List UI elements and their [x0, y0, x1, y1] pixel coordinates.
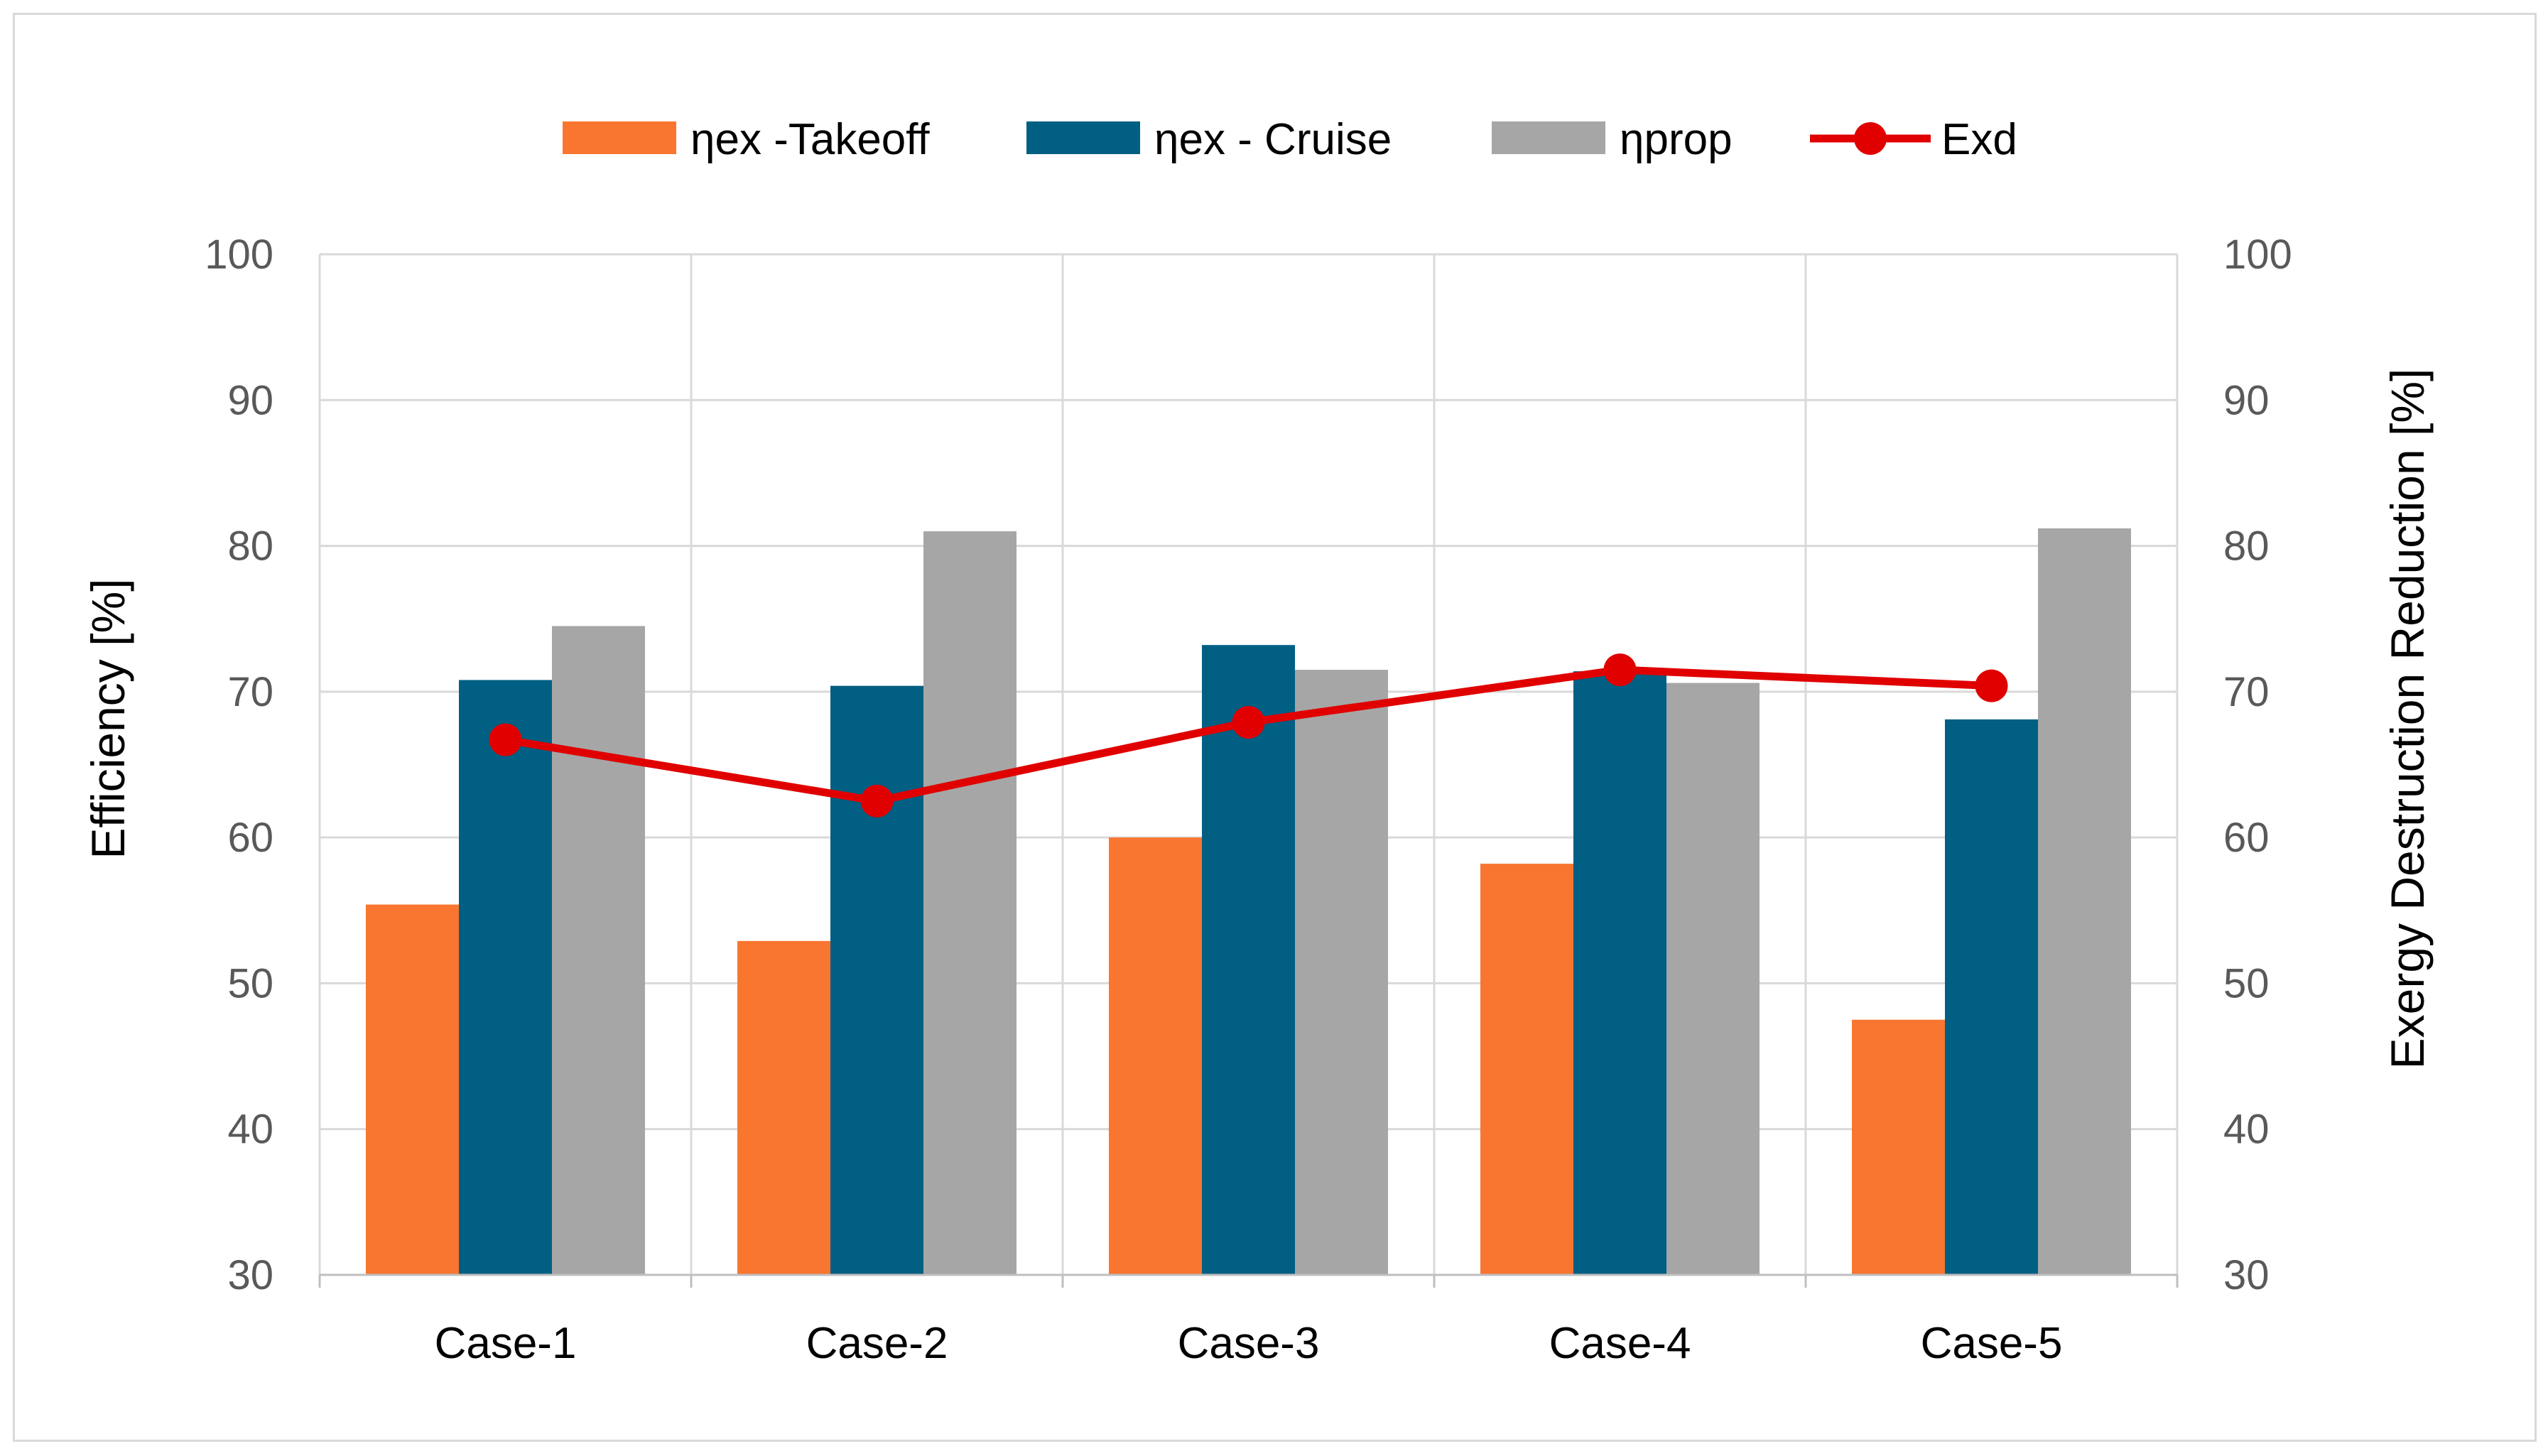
bar: [1295, 670, 1388, 1275]
y2-tick-label: 100: [2223, 232, 2292, 278]
legend-swatch: [1026, 121, 1140, 154]
legend-swatch: [563, 121, 676, 154]
y2-axis-title: Exergy Destruction Reduction [%]: [2381, 369, 2434, 1070]
y-tick-label: 60: [227, 815, 273, 861]
y2-tick-label: 70: [2223, 669, 2270, 715]
y2-tick-label: 60: [2223, 815, 2270, 861]
legend-marker: [1854, 122, 1887, 155]
y2-tick-label: 90: [2223, 377, 2270, 423]
y-tick-label: 50: [227, 960, 273, 1006]
line-series: [489, 653, 2008, 817]
y-tick-label: 70: [227, 669, 273, 715]
y-tick-label: 90: [227, 377, 273, 423]
line-point: [860, 784, 894, 817]
line-point: [1975, 669, 2008, 702]
legend-label: ηex - Cruise: [1154, 115, 1392, 164]
axes: 30 40 50 60 70 80 90 100 30 40 50 60 70 80 90 100 Case-1…: [205, 232, 2292, 1368]
x-tick-label: Case-5: [1921, 1319, 2063, 1368]
y-tick-label: 100: [205, 232, 273, 278]
line-point: [1603, 653, 1637, 687]
y2-tick-label: 80: [2223, 523, 2270, 570]
bar: [1109, 837, 1202, 1275]
y2-tick-label: 50: [2223, 960, 2270, 1006]
x-tick-label: Case-3: [1178, 1319, 1320, 1368]
bar: [459, 680, 552, 1275]
bar: [923, 531, 1017, 1275]
bar: [1573, 671, 1666, 1275]
legend: ηex -Takeoff ηex - Cruise ηprop Exd: [563, 115, 2017, 164]
y-axis-title: Efficiency [%]: [82, 579, 134, 859]
legend-label: ηex -Takeoff: [690, 115, 930, 164]
x-tick-label: Case-2: [806, 1319, 948, 1368]
bar: [366, 904, 459, 1275]
y-tick-label: 30: [227, 1252, 273, 1298]
line-point: [1232, 705, 1265, 739]
y2-tick-label: 40: [2223, 1107, 2270, 1153]
y-tick-label: 40: [227, 1107, 273, 1153]
legend-label: ηprop: [1620, 115, 1733, 164]
line-point: [489, 723, 522, 756]
bar: [1480, 864, 1573, 1275]
legend-label: Exd: [1941, 115, 2017, 164]
y2-tick-label: 30: [2223, 1252, 2270, 1298]
legend-swatch: [1492, 121, 1605, 154]
x-tick-label: Case-4: [1549, 1319, 1691, 1368]
bar: [737, 940, 830, 1275]
bar: [830, 685, 923, 1275]
bar: [1202, 645, 1295, 1275]
bar: [2038, 528, 2131, 1275]
x-tick-label: Case-1: [435, 1319, 577, 1368]
bar: [1945, 719, 2038, 1275]
bars: [366, 528, 2131, 1275]
bar: [1852, 1019, 1945, 1275]
bar: [1666, 683, 1760, 1275]
y-tick-label: 80: [227, 523, 273, 570]
bar: [552, 626, 645, 1275]
